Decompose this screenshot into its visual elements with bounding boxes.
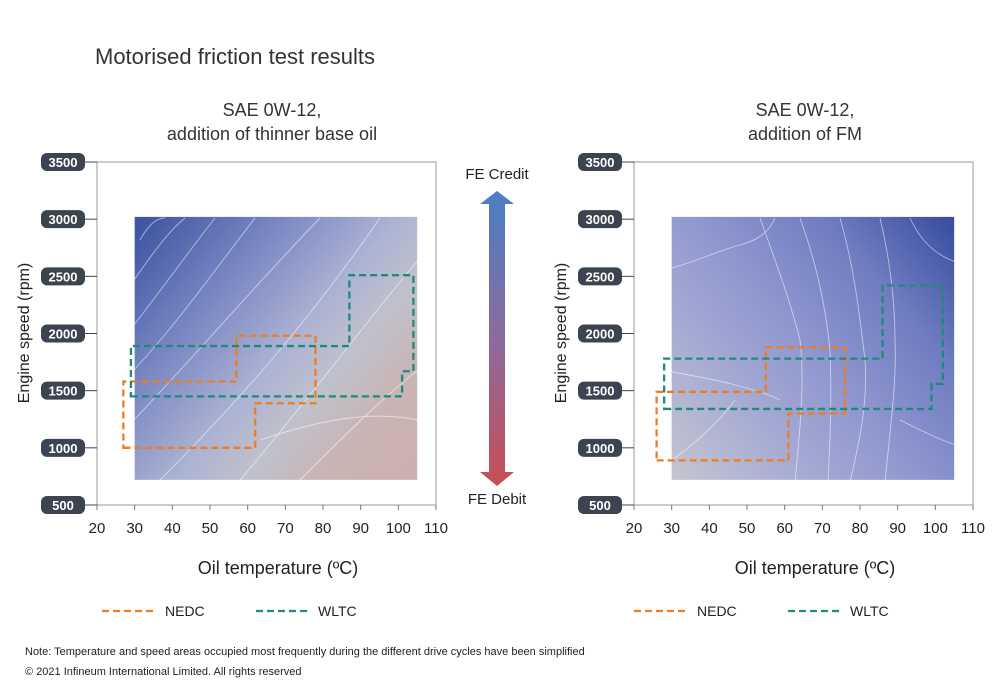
figure-canvas: 500 1000 1500 2000 2500 3000 3500 20 30 40 50 60 70… [16, 153, 985, 619]
chart-1-x-tick-label: 80 [315, 520, 332, 537]
chart-1-data-region [134, 216, 418, 480]
chart-2-y-tick-badge [578, 496, 622, 514]
chart-2-contours [671, 217, 957, 483]
chart-1-legend-wltc-label: WLTC [318, 603, 357, 619]
chart-2-legend-nedc-label: NEDC [697, 603, 737, 619]
chart-1-x-tick-label: 40 [164, 520, 181, 537]
chart-2-y-tick-badge [578, 381, 622, 400]
fe-debit-label: FE Debit [468, 491, 527, 508]
chart-2-y-tick-badge [578, 438, 622, 457]
fe-scale-arrow [480, 191, 514, 486]
chart-1-y-tick-badge [41, 438, 85, 457]
chart-1-title: SAE 0W-12, addition of thinner base oil [97, 98, 447, 146]
footnote: Note: Temperature and speed areas occupi… [25, 646, 585, 658]
chart-1-title-line2: addition of thinner base oil [166, 124, 378, 144]
chart-1-x-tick-label: 20 [89, 520, 106, 537]
chart-1-y-tick-label: 500 [52, 498, 74, 513]
chart-2-y-tick-label: 1500 [586, 384, 615, 399]
chart-1-nedc-region [122, 334, 317, 449]
chart-2-y-tick-badge [578, 267, 622, 286]
chart-1-x-tick-label: 70 [277, 520, 294, 537]
chart-1: 500 1000 1500 2000 2500 3000 3500 20 30 40 50 60 70… [16, 153, 448, 578]
chart-2-wltc-region [662, 284, 945, 411]
chart-2-y-tick-label: 3000 [586, 212, 615, 227]
fe-credit-label: FE Credit [465, 166, 529, 183]
chart-1-x-tick-label: 90 [352, 520, 369, 537]
chart-1-x-axis-label: Oil temperature (ºC) [198, 558, 359, 578]
chart-2: 500 1000 1500 2000 2500 3000 3500 20 30 40 50 60 70… [553, 153, 985, 578]
chart-1-legend-nedc-label: NEDC [165, 603, 205, 619]
chart-2-y-tick-badge [578, 210, 622, 229]
chart-1-legend: NEDC WLTC [102, 603, 357, 619]
chart-2-x-tick-label: 20 [626, 520, 643, 537]
chart-1-x-tick-label: 110 [424, 520, 448, 537]
chart-1-y-tick-label: 1000 [49, 441, 78, 456]
chart-2-y-tick-label: 1000 [586, 441, 615, 456]
chart-1-x-tick-label: 100 [386, 520, 411, 537]
chart-1-y-axis-label: Engine speed (rpm) [16, 263, 33, 404]
chart-1-title-line1: SAE 0W-12, [222, 100, 322, 120]
chart-2-y-axis-label: Engine speed (rpm) [553, 263, 570, 404]
chart-2-y-tick-label: 500 [589, 498, 611, 513]
chart-1-y-tick-label: 2500 [49, 269, 78, 284]
chart-1-x-tick-label: 30 [126, 520, 143, 537]
chart-2-x-tick-label: 60 [776, 520, 793, 537]
chart-1-y-tick-badge [41, 153, 85, 171]
chart-1-y-tick-badge [41, 324, 85, 343]
chart-1-y-tick-label: 1500 [49, 384, 78, 399]
chart-2-y-tick-badge [578, 324, 622, 343]
chart-2-x-tick-label: 110 [961, 520, 985, 537]
chart-2-legend-wltc-label: WLTC [850, 603, 889, 619]
chart-2-x-tick-label: 90 [889, 520, 906, 537]
chart-2-x-tick-label: 70 [814, 520, 831, 537]
page-title: Motorised friction test results [95, 44, 375, 69]
chart-1-y-tick-badge [41, 496, 85, 514]
chart-2-x-tick-label: 50 [739, 520, 756, 537]
fe-scale: FE Credit FE Debit [465, 166, 529, 508]
chart-2-x-axis-label: Oil temperature (ºC) [735, 558, 896, 578]
chart-1-y-tick-badge [41, 381, 85, 400]
chart-2-x-tick-label: 80 [852, 520, 869, 537]
chart-2-y-tick-label: 3500 [586, 155, 615, 170]
chart-1-y-tick-badge [41, 267, 85, 286]
chart-2-x-tick-label: 30 [663, 520, 680, 537]
chart-2-x-tick-label: 100 [923, 520, 948, 537]
chart-1-x-tick-label: 60 [239, 520, 256, 537]
chart-2-legend: NEDC WLTC [634, 603, 889, 619]
chart-1-y-tick-label: 2000 [49, 327, 78, 342]
chart-2-x-tick-label: 40 [701, 520, 718, 537]
chart-1-y-tick-label: 3000 [49, 212, 78, 227]
chart-1-wltc-region [129, 274, 415, 398]
chart-2-y-tick-label: 2500 [586, 269, 615, 284]
chart-2-title-line1: SAE 0W-12, [755, 100, 855, 120]
chart-1-y-tick-label: 3500 [49, 155, 78, 170]
chart-2-y-tick-label: 2000 [586, 327, 615, 342]
chart-2-nedc-region [655, 346, 847, 462]
chart-2-y-tick-badge [578, 153, 622, 171]
chart-1-y-tick-badge [41, 210, 85, 229]
copyright-notice: © 2021 Infineum International Limited. A… [25, 666, 302, 678]
chart-2-title: SAE 0W-12, addition of FM [630, 98, 980, 146]
chart-1-x-tick-label: 50 [202, 520, 219, 537]
chart-2-title-line2: addition of FM [747, 124, 863, 144]
